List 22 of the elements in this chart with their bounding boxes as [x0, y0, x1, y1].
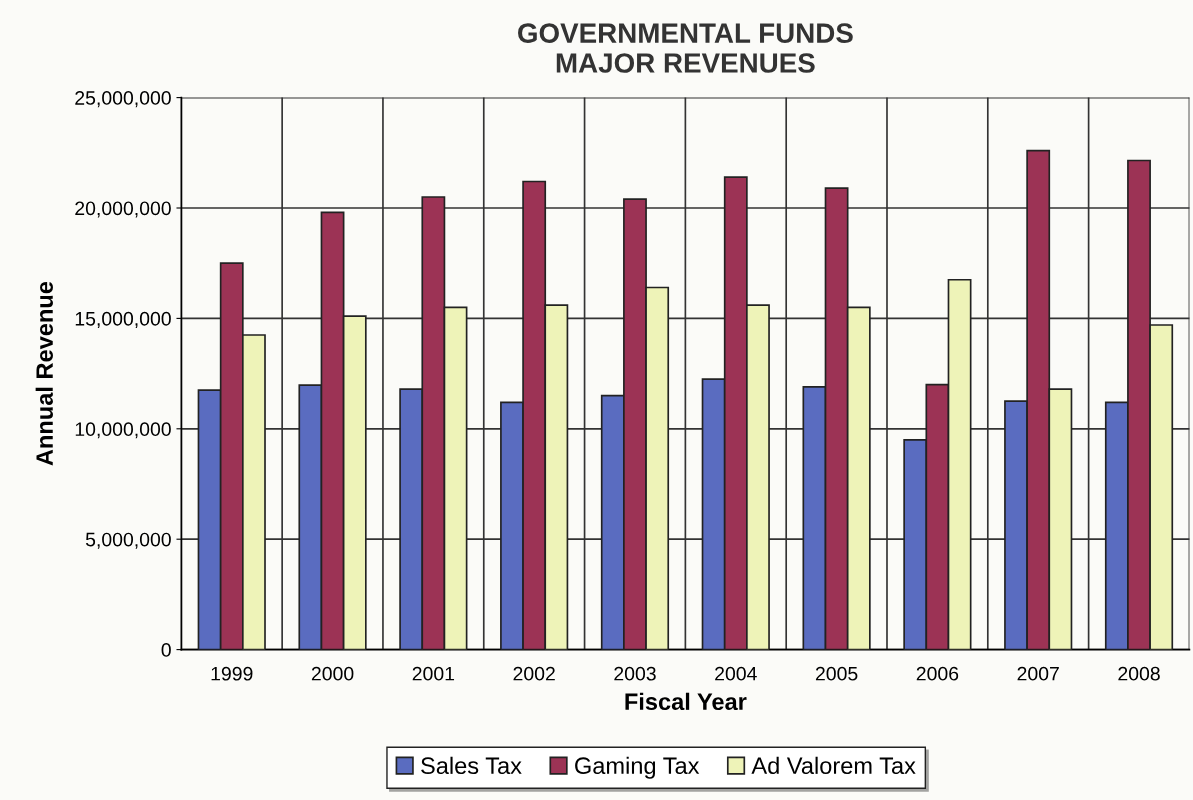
x-tick-label: 2002: [513, 666, 555, 681]
chart-title: GOVERNMENTAL FUNDS MAJOR REVENUES: [518, 23, 853, 73]
y-tick-label: 20,000,000: [75, 201, 171, 218]
legend-label: Ad Valorem Tax: [751, 756, 916, 775]
legend-label: Sales Tax: [421, 756, 522, 775]
y-tick-label: 0: [161, 643, 171, 657]
x-tick-label: 2008: [1118, 666, 1160, 681]
x-tick-label: 1999: [211, 666, 253, 681]
x-tick-label: 2004: [715, 666, 757, 681]
x-tick-label: 2000: [311, 666, 354, 681]
y-tick-label: 25,000,000: [75, 91, 171, 108]
y-tick-label: 10,000,000: [75, 422, 171, 439]
x-tick-label: 2006: [916, 666, 959, 681]
x-tick-label: 2003: [614, 666, 656, 681]
y-tick-label: 15,000,000: [75, 311, 171, 328]
y-axis-title: Annual Revenue: [35, 281, 53, 466]
x-axis-title: Fiscal Year: [625, 692, 747, 711]
y-tick-label: 5,000,000: [85, 532, 171, 549]
x-tick-label: 2007: [1017, 666, 1059, 681]
x-tick-label: 2001: [412, 666, 455, 681]
legend-label: Gaming Tax: [575, 756, 700, 779]
x-tick-label: 2005: [815, 666, 858, 681]
